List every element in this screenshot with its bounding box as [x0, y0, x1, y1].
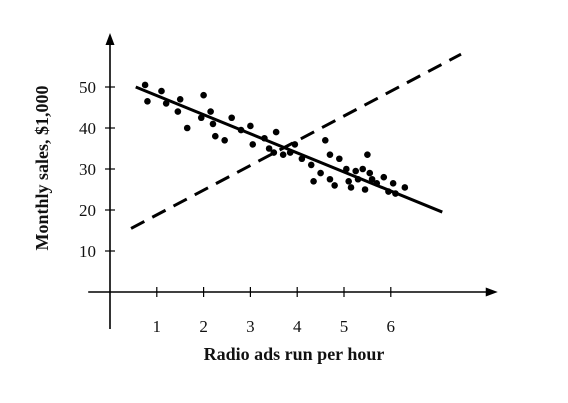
x-axis-arrowhead	[485, 287, 498, 297]
data-point	[321, 137, 329, 144]
data-point	[174, 108, 182, 115]
data-point	[291, 141, 299, 148]
data-point	[176, 96, 184, 103]
data-point	[144, 98, 151, 105]
regression-line	[135, 85, 443, 214]
data-point	[347, 184, 355, 191]
y-axis-arrowhead	[105, 33, 115, 45]
data-point	[265, 145, 273, 152]
data-point	[221, 137, 228, 144]
x-tick-label: 5	[340, 317, 349, 336]
data-point	[249, 141, 257, 148]
data-point	[141, 81, 149, 89]
data-point	[401, 184, 409, 191]
y-tick-label: 20	[79, 201, 96, 220]
data-point	[380, 173, 388, 181]
y-tick-label: 50	[79, 78, 96, 97]
x-tick-label: 4	[293, 317, 302, 336]
data-point	[212, 132, 219, 140]
data-point	[364, 151, 371, 158]
data-point	[200, 91, 207, 99]
data-point	[272, 128, 280, 136]
data-point	[207, 108, 214, 115]
data-point	[366, 169, 374, 177]
data-point	[317, 169, 324, 177]
y-tick-label: 30	[79, 160, 96, 179]
x-tick-label: 3	[246, 317, 255, 336]
y-tick-label: 40	[79, 119, 96, 138]
x-tick-label: 6	[387, 317, 396, 336]
axes: 1 2 3 4 5 6 10 20 30 40 50	[79, 33, 498, 336]
data-point	[361, 186, 369, 193]
data-point	[336, 155, 343, 163]
data-point	[359, 165, 367, 173]
data-point	[183, 124, 191, 132]
data-point	[326, 175, 334, 183]
data-point	[331, 182, 338, 189]
y-axis-title: Monthly sales, $1,000	[32, 85, 52, 250]
plot-area	[130, 52, 462, 230]
x-axis-title: Radio ads run per hour	[204, 344, 385, 364]
dashed-line	[130, 52, 462, 230]
data-point	[228, 114, 235, 122]
data-point	[352, 167, 360, 175]
data-point	[162, 100, 170, 107]
data-point	[279, 151, 287, 158]
data-point	[270, 149, 278, 156]
data-point	[310, 178, 317, 185]
data-point	[389, 180, 397, 187]
data-point	[345, 178, 352, 185]
data-point	[368, 175, 376, 183]
y-tick-label: 10	[79, 242, 96, 261]
data-point	[197, 114, 205, 122]
x-tick-label: 2	[199, 317, 208, 336]
data-point	[158, 87, 165, 95]
data-point	[209, 120, 217, 128]
x-tick-label: 1	[153, 317, 162, 336]
data-point	[298, 155, 306, 163]
data-point	[307, 161, 315, 169]
data-point	[247, 122, 254, 130]
data-point	[326, 151, 334, 158]
